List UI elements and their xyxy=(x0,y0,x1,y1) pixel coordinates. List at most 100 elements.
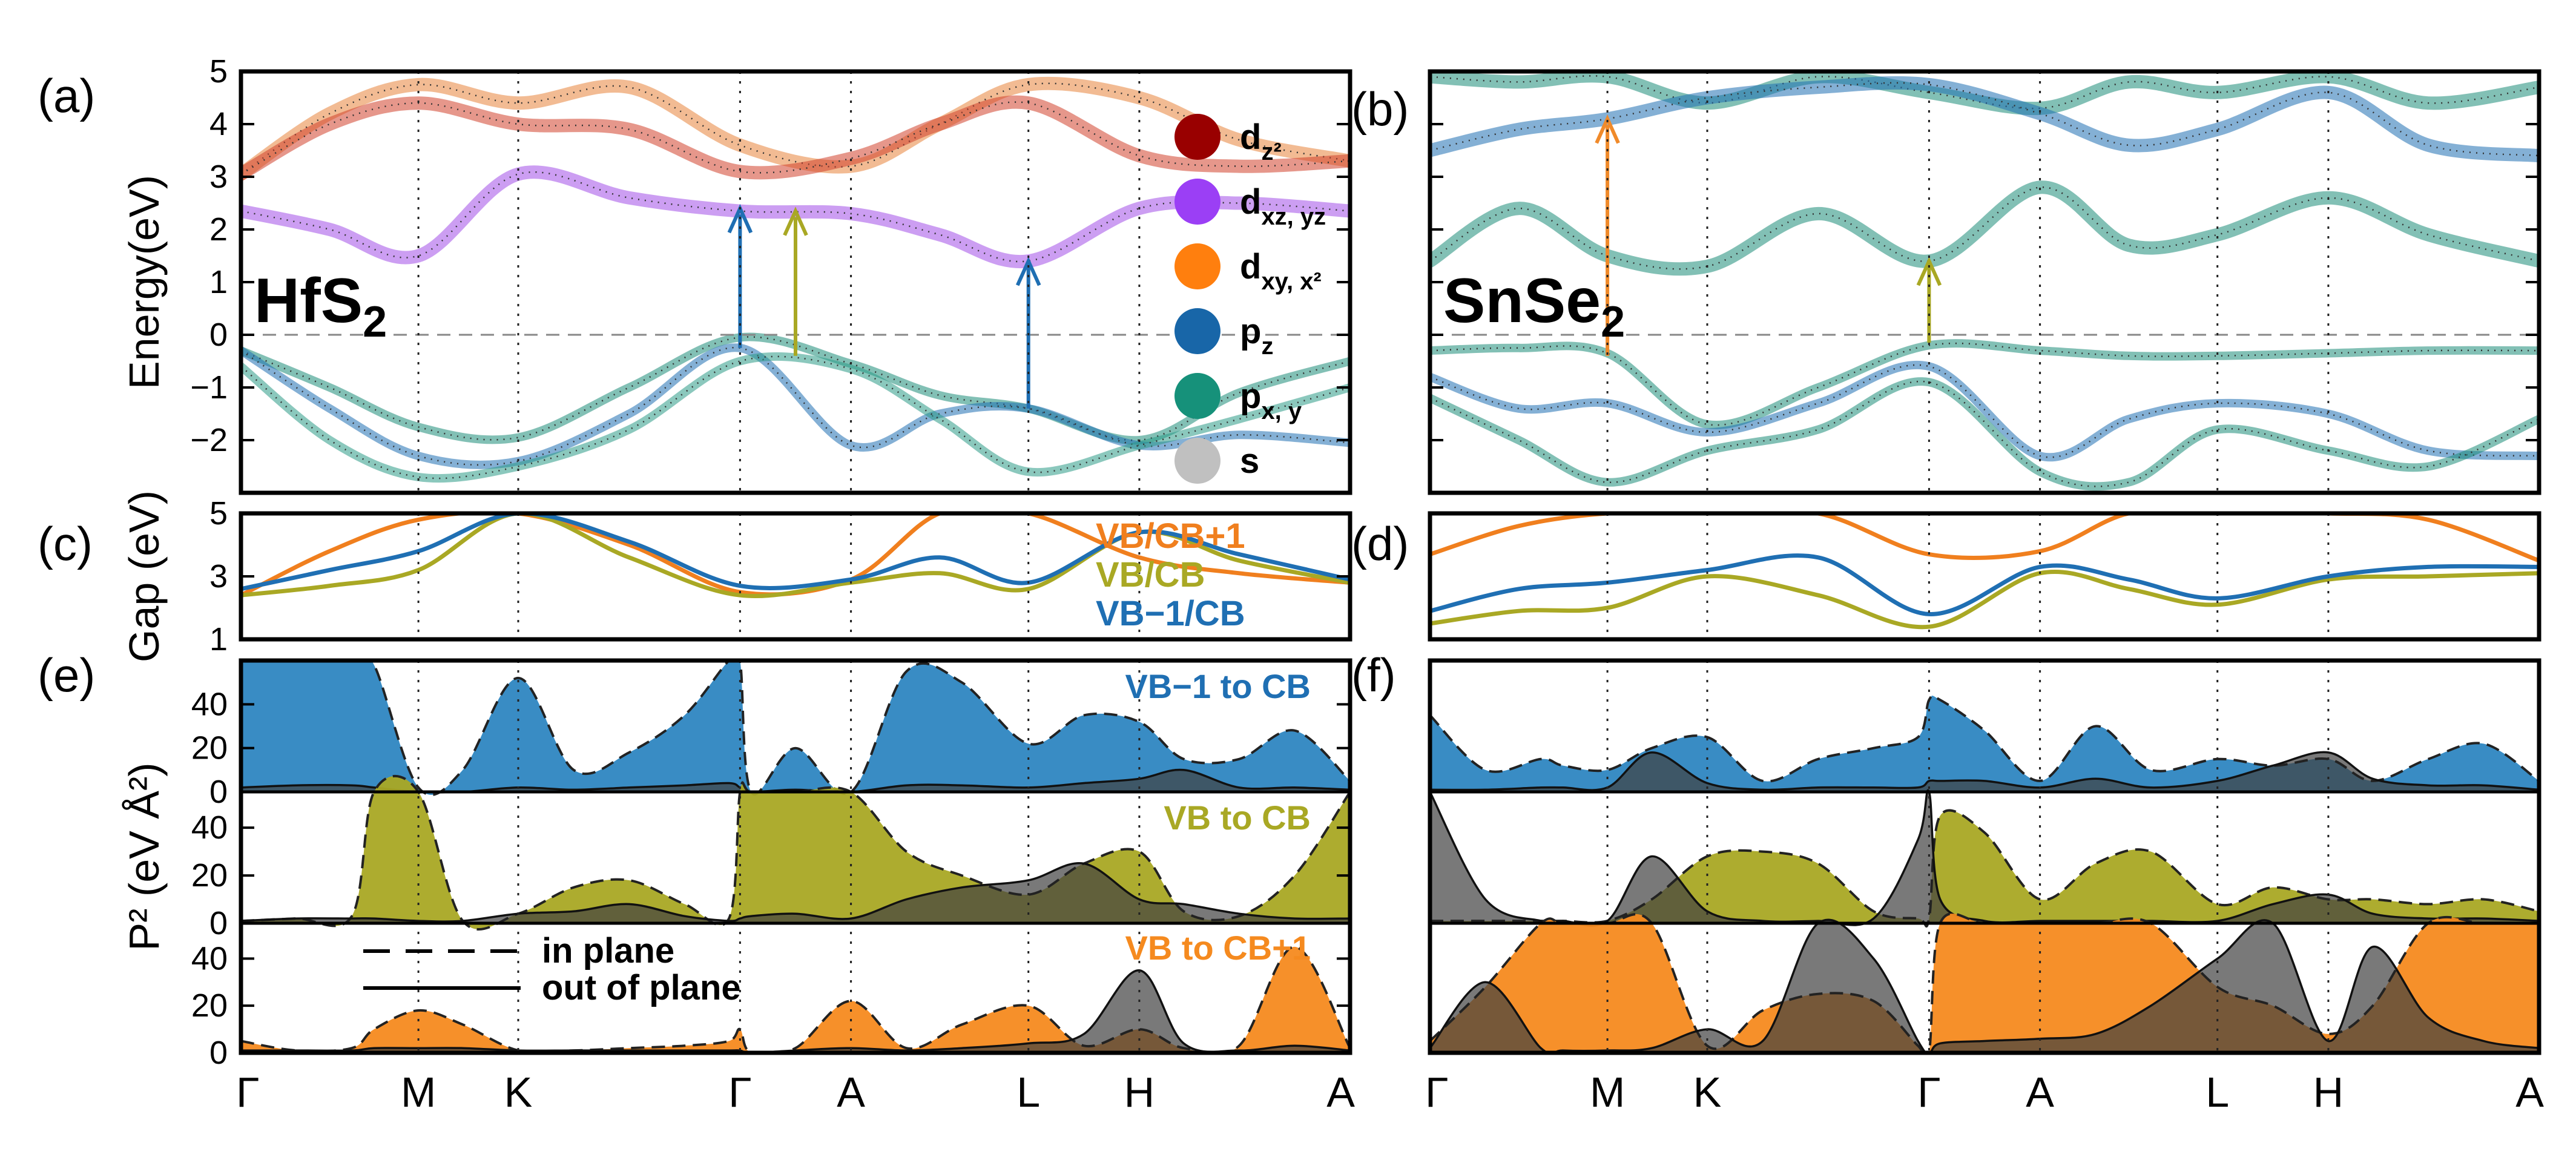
y-tick-label: 20 xyxy=(191,730,228,766)
legend-dot-dz xyxy=(1174,114,1220,160)
band-cb+2-line xyxy=(241,82,1350,175)
band-vb-2-halo xyxy=(1430,377,2539,491)
transition-heading: VB to CB+1 xyxy=(1125,929,1311,967)
transition-arrowhead xyxy=(1015,256,1041,286)
gap-line-vb-cb-1 xyxy=(1430,513,2539,563)
k-point-label: K xyxy=(504,1069,533,1116)
axis-title-energy: Energy(eV) xyxy=(120,175,168,389)
y-tick-label: 5 xyxy=(209,53,228,90)
legend-orbital-label: pz xyxy=(1240,312,1273,360)
y-tick-label: 5 xyxy=(209,495,228,532)
line-style-legend: in plane out of plane xyxy=(363,931,741,1007)
band-structure-hfs2 xyxy=(241,76,1350,483)
panel-label-e: (e) xyxy=(38,648,95,702)
panel-label-f: (f) xyxy=(1351,648,1396,702)
panel-frame xyxy=(1428,511,2541,642)
momentum-plot-hfs2 xyxy=(241,661,1350,1053)
transition-arrowhead xyxy=(1916,256,1942,286)
gap-legend-label: VB−1/CB xyxy=(1096,594,1245,633)
legend-dot-dxzyz xyxy=(1174,179,1220,225)
k-point-label: Γ xyxy=(728,1069,752,1116)
panel-frame xyxy=(239,658,1352,1055)
k-point-label: L xyxy=(2205,1069,2229,1116)
band-cb-line xyxy=(241,171,1350,263)
y-tick-label: 1 xyxy=(209,264,228,300)
y-tick-label: −2 xyxy=(190,422,228,458)
transition-arrowhead xyxy=(783,206,808,236)
band-vb-1-line xyxy=(241,346,1350,466)
k-point-label: H xyxy=(2313,1069,2344,1116)
legend-orbital-label: dxz, yz xyxy=(1240,182,1326,230)
band-vb-line xyxy=(1430,342,2539,426)
panel-label-a: (a) xyxy=(38,69,95,122)
y-tick-label: 0 xyxy=(209,774,228,810)
y-tick-label: 20 xyxy=(191,857,228,894)
material-label-snse2: SnSe2 xyxy=(1443,266,1625,346)
legend-dot-pxy xyxy=(1174,373,1220,419)
in-plane-area xyxy=(1430,810,2539,927)
k-point-label: A xyxy=(1326,1069,1355,1116)
panel-label-c: (c) xyxy=(38,517,93,570)
axis-title-gap: Gap (eV) xyxy=(120,490,168,662)
in-plane-area xyxy=(1430,696,2539,792)
y-tick-label: 0 xyxy=(209,1035,228,1071)
gap-line-vb-cb xyxy=(1430,570,2539,630)
transition-headings: VB−1 to CB VB to CB VB to CB+1 xyxy=(1125,667,1311,967)
k-point-label: A xyxy=(2026,1069,2054,1116)
material-label-hfs2: HfS2 xyxy=(254,266,387,346)
in-plane-line xyxy=(241,945,1350,1053)
legend-orbital-label: px, y xyxy=(1240,377,1302,424)
transition-arrowhead xyxy=(1595,114,1620,144)
y-tick-label: 1 xyxy=(209,621,228,657)
panel-label-b: (b) xyxy=(1351,82,1409,136)
out-of-plane-area xyxy=(1430,920,2539,1053)
legend-orbital-label: dz² xyxy=(1240,117,1282,165)
y-tick-label: 2 xyxy=(209,211,228,248)
k-point-label: H xyxy=(1124,1069,1155,1116)
y-tick-label: 40 xyxy=(191,686,228,722)
transition-heading: VB−1 to CB xyxy=(1125,667,1311,705)
y-tick-label: −1 xyxy=(190,369,228,406)
out-of-plane-area xyxy=(1430,752,2539,792)
y-tick-label: 0 xyxy=(209,905,228,941)
momentum-plot-snse2 xyxy=(1430,694,2539,1053)
k-point-label: A xyxy=(2515,1069,2544,1116)
out-of-plane-area xyxy=(241,863,1350,923)
in-plane-line xyxy=(1430,809,2539,928)
k-point-label: K xyxy=(1693,1069,1722,1116)
out-of-plane-line xyxy=(1430,918,2539,1053)
legend-orbital-label: dxy, x² xyxy=(1240,247,1322,295)
legend-orbital-label: s xyxy=(1240,441,1259,481)
gap-line-vb-1-cb xyxy=(241,513,1350,591)
band-cb-halo xyxy=(1430,180,2539,276)
k-point-label: Γ xyxy=(1917,1069,1941,1116)
k-point-label: Γ xyxy=(236,1069,260,1116)
y-tick-label: 40 xyxy=(191,940,228,977)
gap-legend-label: VB/CB xyxy=(1096,555,1205,595)
legend-dot-s xyxy=(1174,438,1220,484)
out-of-plane-area xyxy=(241,970,1350,1053)
panel-frame xyxy=(1428,658,2541,1055)
y-tick-label: 0 xyxy=(209,317,228,353)
k-point-label: M xyxy=(1590,1069,1625,1116)
y-tick-label: 4 xyxy=(209,106,228,142)
y-tick-label: 3 xyxy=(209,159,228,195)
y-tick-label: 20 xyxy=(191,987,228,1024)
orbital-legend: dz² dxz, yz dxy, x² pz px, y s xyxy=(1174,114,1326,484)
legend-out-of-plane: out of plane xyxy=(542,968,741,1007)
out-of-plane-area xyxy=(241,769,1350,792)
k-point-label: M xyxy=(401,1069,436,1116)
band-structure-snse2 xyxy=(1430,71,2539,491)
axis-title-p2: P² (eV Å²) xyxy=(120,762,168,950)
in-plane-line xyxy=(1430,694,2539,783)
k-point-label: Γ xyxy=(1425,1069,1449,1116)
transition-heading: VB to CB xyxy=(1164,799,1311,837)
legend-in-plane: in plane xyxy=(542,931,674,970)
band-vb-line xyxy=(241,336,1350,441)
panel-label-d: (d) xyxy=(1351,517,1409,570)
band-vb-1-halo xyxy=(1430,360,2539,462)
y-tick-label: 3 xyxy=(209,558,228,595)
band-cb+1-line xyxy=(241,101,1350,175)
